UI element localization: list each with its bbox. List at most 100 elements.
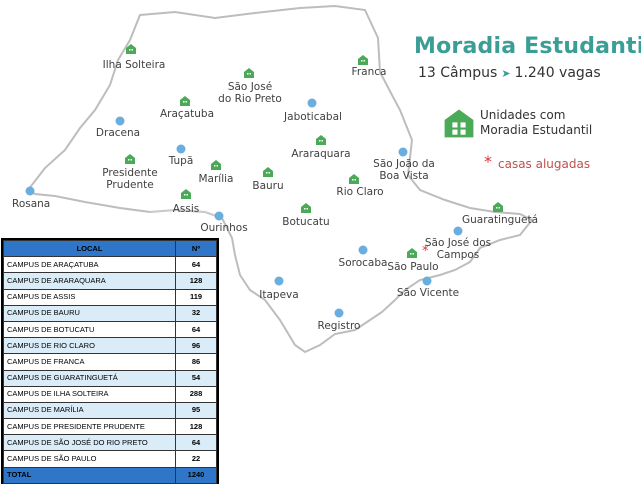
city-label-ilha-solteira: Ilha Solteira [102,59,166,71]
city-label-registro: Registro [317,320,361,332]
city-dot [25,186,35,196]
city-dot [274,276,284,286]
cell-local: CAMPUS DE RIO CLARO [3,337,176,355]
house-icon [180,96,190,106]
table-row: CAMPUS DE ILHA SOLTEIRA 288 [3,385,217,403]
cell-local: CAMPUS DE ARARAQUARA [3,272,176,290]
table-row: CAMPUS DE RIO CLARO 96 [3,337,217,355]
cell-number: 86 [175,353,217,371]
city-dot [334,308,344,318]
city-label-assis: Assis [172,203,200,215]
cell-number: 32 [175,304,217,322]
cell-number: 64 [175,320,217,339]
house-icon [316,135,326,145]
table-row: CAMPUS DE SÃO PAULO 22 [3,450,217,468]
cell-local: CAMPUS DE BAURU [3,304,176,322]
page-subtitle: 13 Câmpus ➤ 1.240 vagas [418,65,601,81]
city-label-araraquara: Araraquara [291,148,351,160]
cell-local: CAMPUS DE ILHA SOLTEIRA [3,385,176,403]
cell-number: 95 [175,401,217,420]
house-icon [211,160,221,170]
subtitle-vacancies: 1.240 vagas [514,65,601,81]
arrow-icon: ➤ [501,67,511,80]
city-dot [453,226,463,236]
table-row: CAMPUS DE BOTUCATU 64 [3,320,217,339]
house-icon [244,68,254,78]
legend-star-label: casas alugadas [498,157,591,171]
table-row: CAMPUS DE FRANCA 86 [3,353,217,371]
city-label-marilia: Marília [198,173,234,185]
column-header-local: LOCAL [3,239,176,258]
cell-number: 54 [175,369,217,387]
cell-local: CAMPUS DE GUARATINGUETÁ [3,369,176,387]
table-row: CAMPUS DE MARÍLIA 95 [3,401,217,420]
city-label-aracatuba: Araçatuba [159,108,215,120]
rented-star-icon: * [422,244,429,259]
house-icon [181,189,191,199]
table-row: CAMPUS DE SÃO JOSÉ DO RIO PRETO 64 [3,434,217,452]
city-label-franca: Franca [351,66,387,78]
cell-number: 288 [175,385,217,403]
cell-local: CAMPUS DE PRESIDENTE PRUDENTE [3,418,176,436]
city-label-jaboticabal: Jaboticabal [284,111,342,123]
city-label-sao-vicente: São Vicente [396,287,460,299]
cell-local: CAMPUS DE FRANCA [3,353,176,371]
house-icon [125,154,135,164]
city-dot [115,116,125,126]
city-dot [358,245,368,255]
legend-house-label: Unidades com Moradia Estudantil [480,108,593,137]
city-label-sao-jose-rio-preto: São José do Rio Preto [218,81,282,105]
table-row: CAMPUS DE PRESIDENTE PRUDENTE 128 [3,418,217,436]
house-icon [407,248,417,258]
cell-local: CAMPUS DE ARAÇATUBA [3,256,176,274]
city-label-rosana: Rosana [12,198,51,210]
cell-local: CAMPUS DE SÃO PAULO [3,450,176,468]
house-icon [263,167,273,177]
legend-house-icon [444,109,474,138]
city-label-sao-jose-dos-campos: São José dos Campos [424,237,492,261]
city-label-ourinhos: Ourinhos [200,222,248,234]
city-dot [307,98,317,108]
table-row: CAMPUS DE ASSIS 119 [3,288,217,306]
legend-star-icon: * [484,152,492,171]
city-label-dracena: Dracena [95,127,141,139]
campus-table: LOCAL Nº CAMPUS DE ARAÇATUBA 64 CAMPUS DE … [1,238,219,484]
table-row: CAMPUS DE ARARAQUARA 128 [3,272,217,290]
cell-local: CAMPUS DE ASSIS [3,288,176,306]
table-row: CAMPUS DE ARAÇATUBA 64 [3,256,217,274]
cell-number: 96 [175,337,217,355]
state-outline [26,4,534,354]
table-row: CAMPUS DE GUARATINGUETÁ 54 [3,369,217,387]
table-header-row: LOCAL Nº [3,239,217,258]
house-icon [126,44,136,54]
cell-number: 119 [175,288,217,306]
house-icon [358,55,368,65]
city-dot [214,211,224,221]
house-icon [301,203,311,213]
table-row: CAMPUS DE BAURU 32 [3,304,217,322]
page-title: Moradia Estudantil [414,34,641,59]
city-dot [176,144,186,154]
cell-number: 22 [175,450,217,468]
house-icon [349,174,359,184]
total-label: TOTAL [3,466,176,484]
house-icon [493,202,503,212]
column-header-number: Nº [175,239,217,258]
cell-local: CAMPUS DE BOTUCATU [3,320,176,339]
city-label-itapeva: Itapeva [259,289,299,301]
cell-number: 128 [175,272,217,290]
subtitle-campus-count: 13 Câmpus [418,65,498,81]
city-label-sorocaba: Sorocaba [338,257,388,269]
city-label-rio-claro: Rio Claro [336,186,384,198]
city-label-bauru: Bauru [252,180,284,192]
city-dot [422,276,432,286]
cell-number: 64 [175,256,217,274]
city-dot [398,147,408,157]
cell-local: CAMPUS DE SÃO JOSÉ DO RIO PRETO [3,434,176,452]
city-label-botucatu: Botucatu [282,216,330,228]
total-value: 1240 [175,466,217,484]
city-label-sao-joao-boa-vista: São João da Boa Vista [373,158,435,182]
city-label-tupa: Tupã [168,155,194,167]
city-label-presidente-prudente: Presidente Prudente [102,167,158,191]
